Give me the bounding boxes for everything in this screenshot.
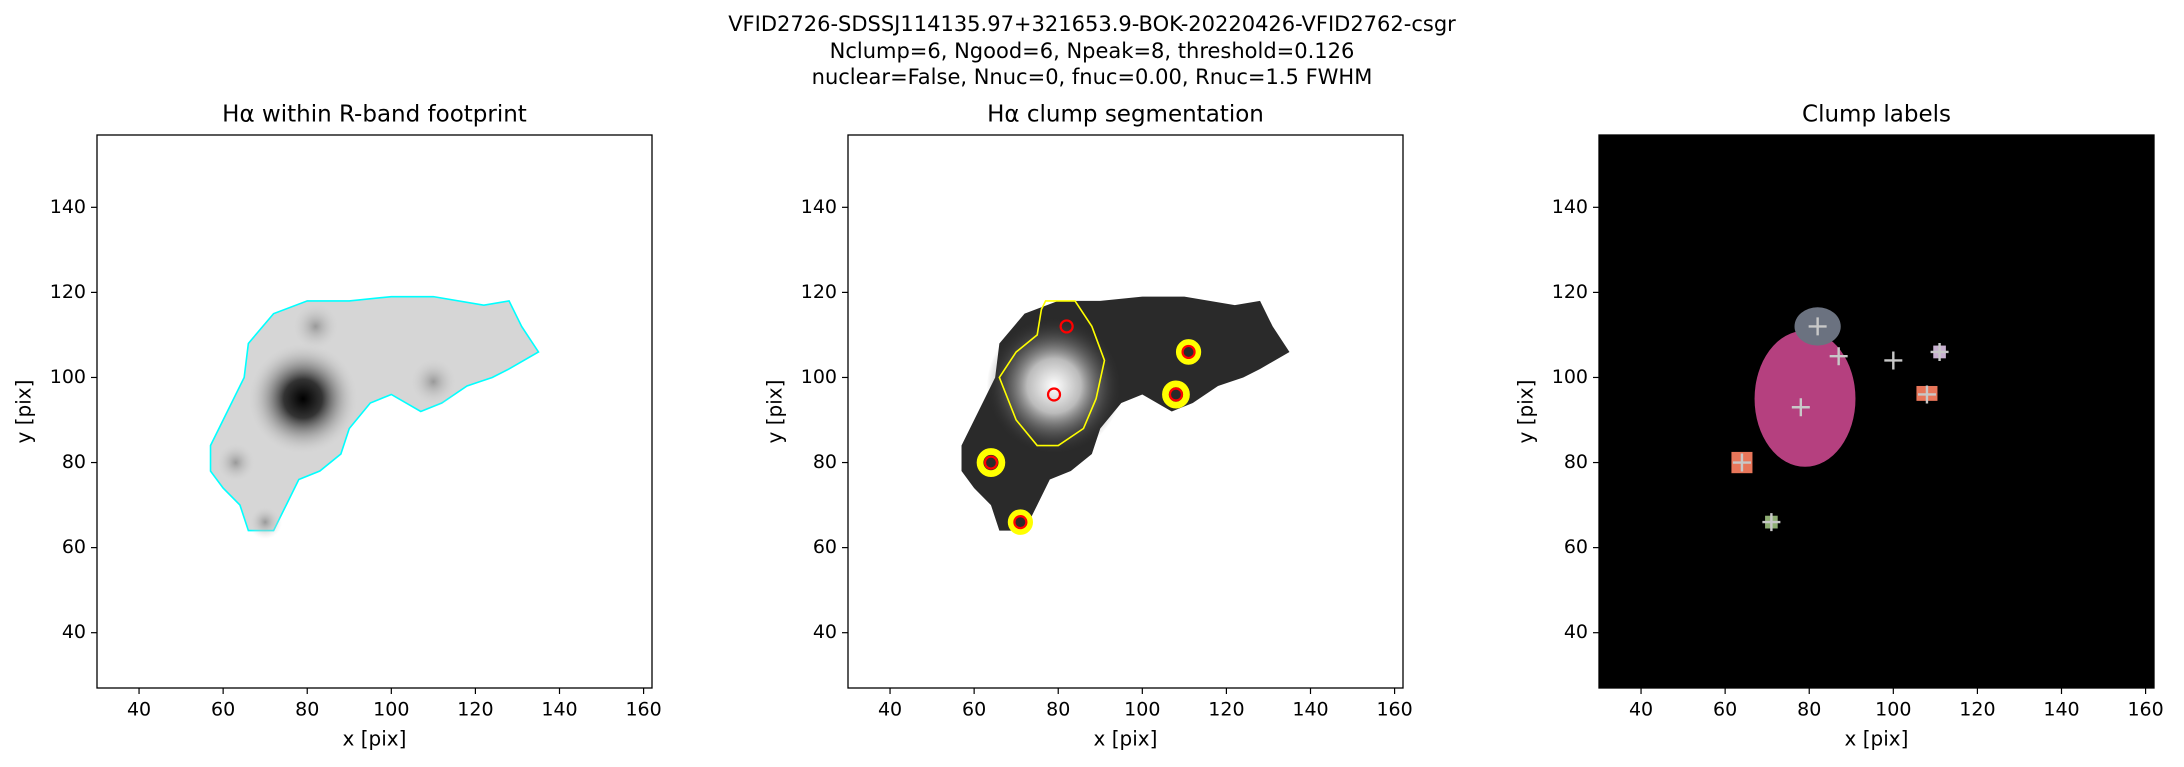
panel-title: Hα within R-band footprint bbox=[222, 102, 527, 128]
x-axis-label: x [pix] bbox=[343, 727, 407, 751]
x-tick-label: 40 bbox=[878, 699, 902, 721]
image-clip bbox=[1599, 135, 2154, 688]
x-tick-label: 160 bbox=[1376, 699, 1412, 721]
y-tick-label: 80 bbox=[1564, 451, 1588, 473]
x-tick-label: 140 bbox=[541, 699, 577, 721]
x-tick-label: 60 bbox=[211, 699, 235, 721]
figure-title: nuclear=False, Nnuc=0, fnuc=0.00, Rnuc=1… bbox=[812, 65, 1373, 89]
peak-marker bbox=[1181, 344, 1196, 360]
y-tick-label: 100 bbox=[801, 366, 837, 388]
axes-frame bbox=[96, 134, 653, 689]
axes-frame bbox=[1598, 134, 2155, 689]
y-tick-label: 40 bbox=[62, 621, 86, 643]
axes-frame bbox=[847, 134, 1404, 689]
x-tick-label: 40 bbox=[1629, 699, 1653, 721]
x-tick-label: 120 bbox=[1208, 699, 1244, 721]
clump-center bbox=[1808, 317, 1827, 336]
panel-title: Clump labels bbox=[1802, 102, 1951, 128]
image-clip bbox=[211, 297, 539, 540]
x-tick-label: 80 bbox=[1797, 699, 1821, 721]
x-tick-label: 100 bbox=[1875, 699, 1911, 721]
y-tick-label: 100 bbox=[1552, 366, 1588, 388]
y-axis-label: y [pix] bbox=[1514, 380, 1538, 444]
x-tick-label: 140 bbox=[1292, 699, 1328, 721]
y-tick-label: 100 bbox=[50, 366, 86, 388]
x-tick-label: 100 bbox=[373, 699, 409, 721]
y-tick-label: 120 bbox=[1552, 281, 1588, 303]
y-tick-label: 80 bbox=[62, 451, 86, 473]
image bbox=[211, 297, 539, 540]
y-axis-label: y [pix] bbox=[763, 380, 787, 444]
y-tick-label: 60 bbox=[813, 536, 837, 558]
x-tick-label: 60 bbox=[1713, 699, 1737, 721]
figure-title: VFID2726-SDSSJ114135.97+321653.9-BOK-202… bbox=[728, 12, 1456, 36]
x-axis-label: x [pix] bbox=[1094, 727, 1158, 751]
x-tick-label: 140 bbox=[2043, 699, 2079, 721]
peak-marker bbox=[1059, 319, 1074, 334]
x-tick-label: 60 bbox=[962, 699, 986, 721]
clump-center bbox=[1884, 351, 1903, 370]
y-axis-label: y [pix] bbox=[12, 380, 36, 444]
clump-center bbox=[1917, 385, 1936, 404]
x-tick-label: 120 bbox=[1959, 699, 1995, 721]
peak-marker bbox=[1013, 514, 1028, 530]
peak-marker bbox=[1046, 387, 1062, 402]
x-tick-label: 160 bbox=[2127, 699, 2163, 721]
y-tick-label: 80 bbox=[813, 451, 837, 473]
y-tick-label: 40 bbox=[813, 621, 837, 643]
image bbox=[961, 296, 1290, 535]
peak-marker bbox=[983, 455, 999, 470]
figure-title: Nclump=6, Ngood=6, Npeak=8, threshold=0.… bbox=[830, 39, 1355, 63]
y-tick-label: 60 bbox=[1564, 536, 1588, 558]
y-tick-label: 40 bbox=[1564, 621, 1588, 643]
y-tick-label: 120 bbox=[50, 281, 86, 303]
y-tick-label: 140 bbox=[801, 196, 837, 218]
x-axis-label: x [pix] bbox=[1845, 727, 1909, 751]
peak-marker bbox=[1168, 387, 1184, 402]
x-tick-label: 40 bbox=[127, 699, 151, 721]
y-tick-label: 140 bbox=[1552, 196, 1588, 218]
image bbox=[1599, 135, 2154, 688]
y-tick-label: 120 bbox=[801, 281, 837, 303]
panel-title: Hα clump segmentation bbox=[987, 102, 1264, 128]
x-tick-label: 120 bbox=[457, 699, 493, 721]
clump-center bbox=[1930, 342, 1949, 361]
clump-center bbox=[1762, 513, 1781, 532]
x-tick-label: 160 bbox=[625, 699, 661, 721]
x-tick-label: 100 bbox=[1124, 699, 1160, 721]
y-tick-label: 140 bbox=[50, 196, 86, 218]
clump-center bbox=[1791, 398, 1810, 417]
x-tick-label: 80 bbox=[295, 699, 319, 721]
x-tick-label: 80 bbox=[1046, 699, 1070, 721]
y-tick-label: 60 bbox=[62, 536, 86, 558]
clump-center bbox=[1829, 347, 1848, 366]
image-clip bbox=[961, 296, 1290, 535]
clump-center bbox=[1732, 453, 1751, 472]
